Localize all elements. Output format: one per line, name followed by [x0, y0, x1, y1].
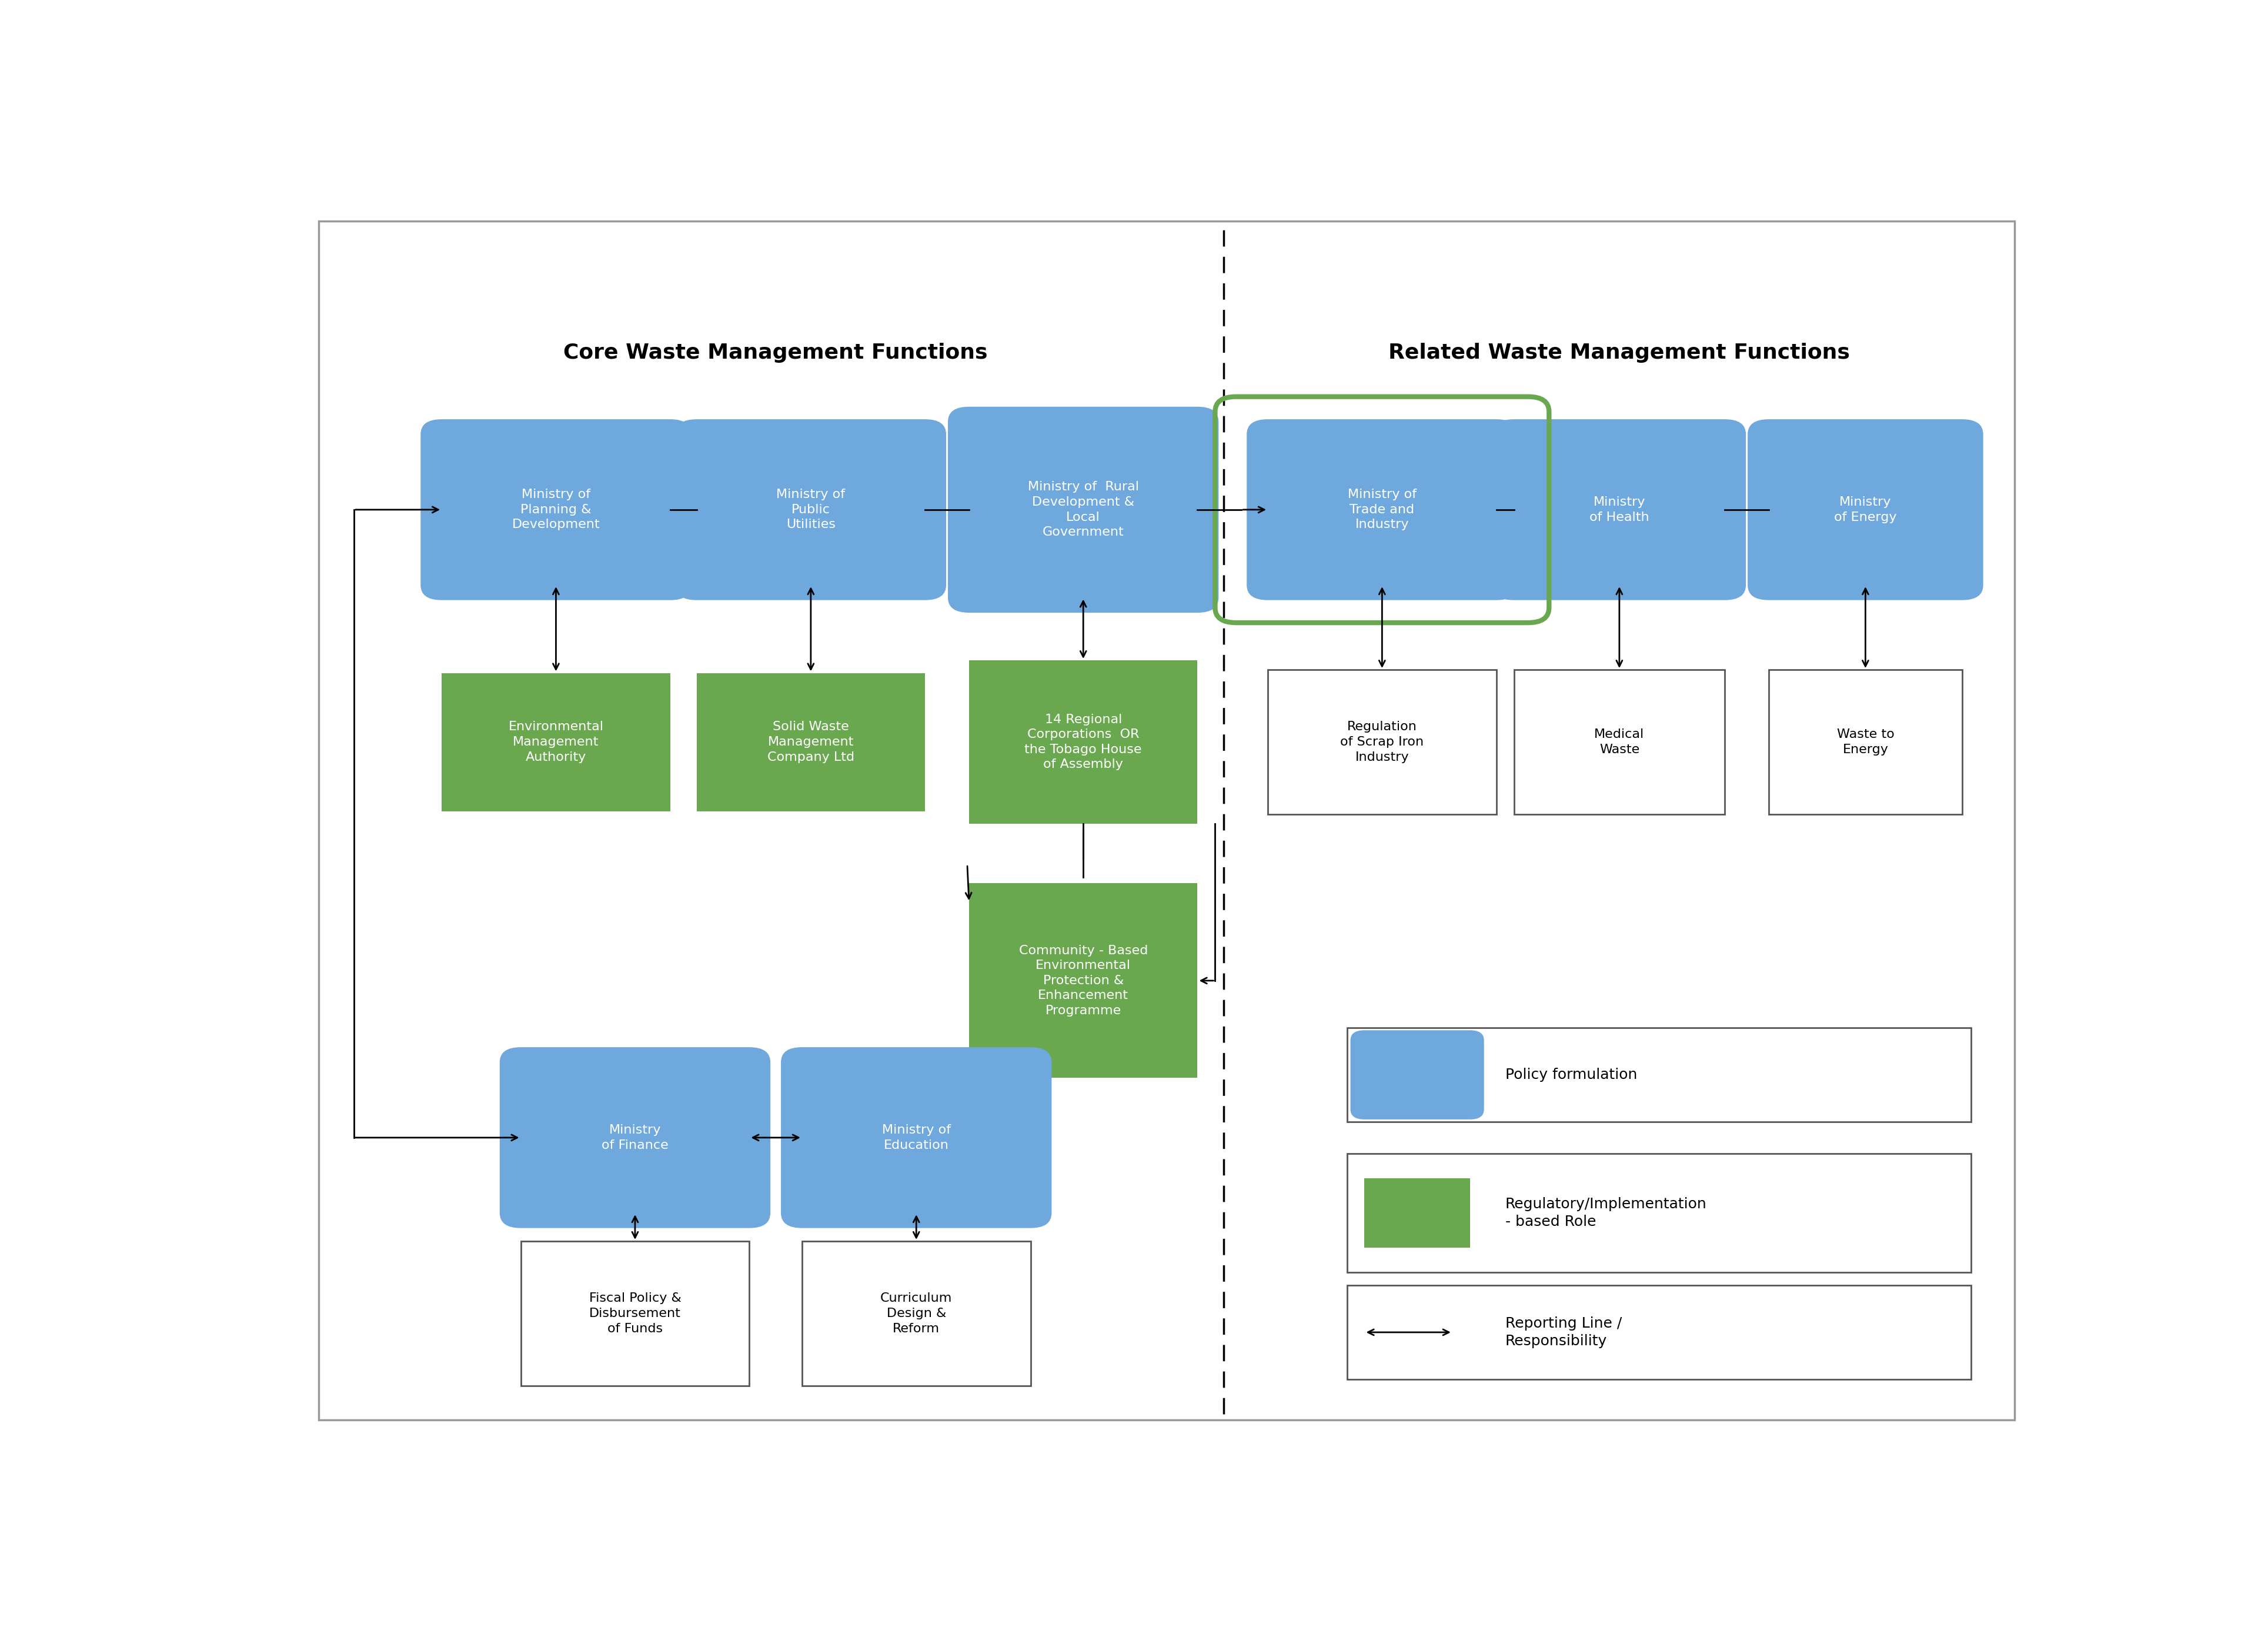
FancyBboxPatch shape [676, 419, 946, 600]
Text: Ministry
of Energy: Ministry of Energy [1835, 496, 1896, 524]
FancyBboxPatch shape [948, 406, 1218, 613]
Text: Community - Based
Environmental
Protection &
Enhancement
Programme: Community - Based Environmental Protecti… [1018, 944, 1148, 1016]
FancyBboxPatch shape [1347, 1028, 1971, 1122]
Text: Ministry
of Health: Ministry of Health [1590, 496, 1649, 524]
Text: Ministry of
Education: Ministry of Education [882, 1124, 950, 1151]
FancyBboxPatch shape [968, 884, 1198, 1078]
Text: Curriculum
Design &
Reform: Curriculum Design & Reform [880, 1292, 953, 1334]
FancyBboxPatch shape [1268, 670, 1497, 814]
FancyBboxPatch shape [1349, 1031, 1483, 1119]
FancyBboxPatch shape [420, 419, 692, 600]
FancyBboxPatch shape [780, 1047, 1052, 1228]
FancyBboxPatch shape [1492, 419, 1746, 600]
FancyBboxPatch shape [1347, 1285, 1971, 1380]
Text: Environmental
Management
Authority: Environmental Management Authority [508, 721, 603, 763]
FancyBboxPatch shape [803, 1241, 1030, 1386]
Text: Regulatory/Implementation
- based Role: Regulatory/Implementation - based Role [1506, 1197, 1706, 1230]
FancyBboxPatch shape [442, 674, 671, 811]
FancyBboxPatch shape [499, 1047, 771, 1228]
Text: Ministry of
Public
Utilities: Ministry of Public Utilities [776, 489, 846, 530]
FancyBboxPatch shape [1769, 670, 1962, 814]
Text: Related Waste Management Functions: Related Waste Management Functions [1388, 343, 1851, 362]
Text: Policy formulation: Policy formulation [1506, 1068, 1637, 1081]
FancyBboxPatch shape [1515, 670, 1724, 814]
Text: Ministry of
Trade and
Industry: Ministry of Trade and Industry [1347, 489, 1418, 530]
FancyBboxPatch shape [1247, 419, 1517, 600]
FancyBboxPatch shape [318, 220, 2014, 1421]
Text: Fiscal Policy &
Disbursement
of Funds: Fiscal Policy & Disbursement of Funds [590, 1292, 680, 1334]
Text: Waste to
Energy: Waste to Energy [1837, 729, 1894, 755]
Text: Core Waste Management Functions: Core Waste Management Functions [562, 343, 989, 362]
FancyBboxPatch shape [1347, 1153, 1971, 1272]
Text: Ministry of
Planning &
Development: Ministry of Planning & Development [513, 489, 601, 530]
FancyBboxPatch shape [1749, 419, 1982, 600]
Text: Ministry
of Finance: Ministry of Finance [601, 1124, 669, 1151]
FancyBboxPatch shape [522, 1241, 748, 1386]
Text: Regulation
of Scrap Iron
Industry: Regulation of Scrap Iron Industry [1340, 721, 1424, 763]
FancyBboxPatch shape [1365, 1179, 1470, 1248]
Text: Ministry of  Rural
Development &
Local
Government: Ministry of Rural Development & Local Go… [1027, 481, 1139, 538]
Text: Reporting Line /
Responsibility: Reporting Line / Responsibility [1506, 1316, 1622, 1349]
FancyBboxPatch shape [968, 661, 1198, 824]
Text: Medical
Waste: Medical Waste [1594, 729, 1644, 755]
Text: Solid Waste
Management
Company Ltd: Solid Waste Management Company Ltd [767, 721, 855, 763]
Text: 14 Regional
Corporations  OR
the Tobago House
of Assembly: 14 Regional Corporations OR the Tobago H… [1025, 714, 1141, 770]
FancyBboxPatch shape [696, 674, 925, 811]
